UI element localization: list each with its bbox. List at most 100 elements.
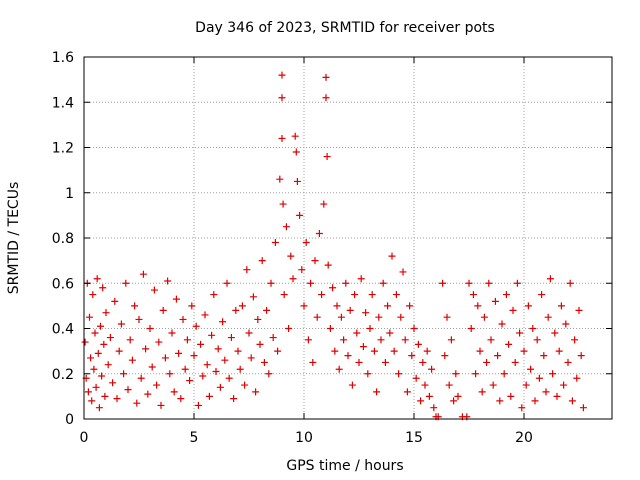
data-point [157, 401, 165, 409]
data-point [414, 340, 422, 348]
data-points [81, 71, 587, 421]
data-point [223, 279, 231, 287]
data-point [309, 358, 317, 366]
data-point [568, 397, 576, 405]
data-point [465, 279, 473, 287]
data-point [117, 320, 125, 328]
data-point [340, 336, 348, 344]
data-point [241, 381, 249, 389]
data-point [447, 336, 455, 344]
data-point [155, 338, 163, 346]
data-point [247, 354, 255, 362]
data-point [505, 340, 513, 348]
data-point [507, 392, 515, 400]
x-axis-label: GPS time / hours [286, 458, 403, 474]
data-point [322, 94, 330, 102]
data-point [292, 148, 300, 156]
data-point [496, 397, 504, 405]
data-point [232, 306, 240, 314]
data-point [366, 325, 374, 332]
data-point [225, 374, 233, 382]
data-point [101, 392, 109, 400]
data-point [513, 279, 521, 287]
data-point [544, 313, 552, 321]
data-point [265, 370, 273, 378]
data-point [454, 392, 462, 400]
data-point [509, 306, 517, 314]
data-point [111, 297, 119, 305]
data-point [516, 329, 524, 337]
data-point [104, 361, 112, 369]
data-point [311, 257, 319, 265]
data-point [577, 352, 585, 360]
data-point [245, 329, 253, 337]
data-point [337, 313, 345, 321]
data-point [168, 329, 176, 337]
data-point [93, 275, 101, 283]
data-point [203, 361, 211, 369]
x-tick-label: 10 [295, 430, 313, 446]
data-point [562, 320, 570, 328]
data-point [148, 363, 156, 371]
y-tick-label: 1 [65, 186, 74, 202]
data-point [425, 392, 433, 400]
data-point [379, 279, 387, 287]
data-point [474, 302, 482, 310]
data-point [256, 340, 264, 348]
y-tick-label: 1.2 [52, 141, 74, 157]
data-point [260, 358, 268, 366]
data-point [498, 320, 506, 328]
data-point [555, 347, 563, 355]
chart-title: Day 346 of 2023, SRMTID for receiver pot… [195, 20, 495, 36]
data-point [511, 358, 519, 366]
data-point [212, 367, 220, 375]
data-point [344, 352, 352, 360]
data-point [326, 325, 334, 332]
data-point [364, 370, 372, 378]
data-point [221, 356, 229, 364]
data-point [164, 277, 172, 285]
data-point [557, 302, 565, 310]
data-point [430, 404, 438, 412]
data-point [408, 352, 416, 360]
data-point [304, 336, 312, 344]
data-point [533, 336, 541, 344]
data-point [98, 372, 106, 380]
data-point [443, 313, 451, 321]
data-point [267, 279, 275, 287]
data-point [131, 302, 139, 310]
data-point [201, 311, 209, 319]
data-point [243, 266, 251, 274]
data-point [520, 347, 528, 355]
data-point [279, 200, 287, 208]
data-point [540, 352, 548, 360]
data-point [227, 334, 235, 342]
data-point [102, 309, 110, 317]
data-point [428, 365, 436, 373]
data-point [469, 291, 477, 299]
data-point [271, 239, 279, 247]
data-point [476, 347, 484, 355]
data-point [293, 177, 301, 185]
data-point [236, 365, 244, 373]
data-point [375, 313, 383, 321]
data-point [205, 392, 213, 400]
data-point [423, 347, 431, 355]
data-point [406, 302, 414, 310]
y-tick-label: 1.6 [52, 50, 74, 66]
data-point [346, 306, 354, 314]
data-point [315, 229, 323, 237]
y-tick-label: 1.4 [52, 95, 74, 111]
data-point [109, 379, 117, 387]
data-point [518, 404, 526, 412]
data-point [278, 94, 286, 102]
data-point [289, 275, 297, 283]
data-point [276, 175, 284, 183]
data-point [388, 252, 396, 260]
y-tick-label: 0.6 [52, 276, 74, 292]
data-point [278, 134, 286, 142]
data-point [381, 358, 389, 366]
data-point [331, 347, 339, 355]
data-point [90, 365, 98, 373]
data-point [216, 383, 224, 391]
